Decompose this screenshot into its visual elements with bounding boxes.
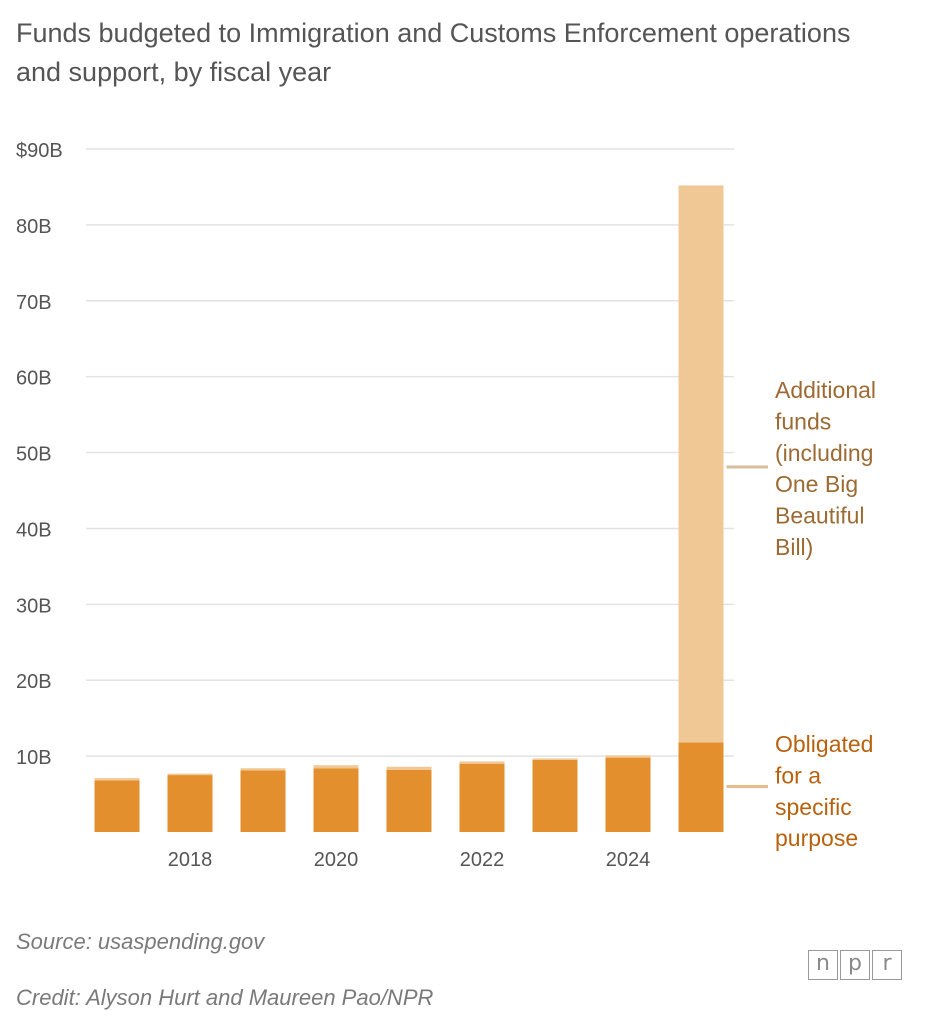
credit-note: Credit: Alyson Hurt and Maureen Pao/NPR <box>16 985 434 1010</box>
bar-obligated-2020 <box>313 768 359 832</box>
bar-obligated-2025 <box>678 742 724 832</box>
x-tick-label: 2024 <box>606 849 651 871</box>
bar-additional-2018 <box>167 773 213 776</box>
chart-area: 10B 20B 30B 40B 50B 60B 70B 80B $90B 2018 2020 202… <box>16 140 876 871</box>
y-tick-label: 60B <box>16 368 52 390</box>
annotation-line: specific <box>775 794 852 820</box>
x-axis-tick-labels: 2018 2020 2022 2024 <box>168 849 651 871</box>
npr-logo-letter-n: n <box>808 950 838 980</box>
bar-obligated-2021 <box>386 769 432 832</box>
bar-obligated-2017 <box>94 780 140 832</box>
bar-obligated-2018 <box>167 775 213 832</box>
npr-logo-letter-p: p <box>840 950 870 980</box>
gridlines <box>86 148 734 757</box>
bar-additional-2020 <box>313 765 359 769</box>
annotation-line: (including <box>775 440 873 466</box>
bar-additional-2022 <box>459 761 505 764</box>
series-annotation-label: Additional funds (including One Big Beautifu… <box>775 377 876 560</box>
bar-additional-2019 <box>240 768 286 771</box>
annotation-line: funds <box>775 408 831 434</box>
bar-additional-2023 <box>532 758 578 760</box>
bar-obligated-2024 <box>605 757 651 832</box>
y-axis-tick-labels: 10B 20B 30B 40B 50B 60B 70B 80B $90B <box>16 140 63 769</box>
bar-obligated-2023 <box>532 759 578 832</box>
x-tick-label: 2018 <box>168 849 213 871</box>
bars <box>94 185 724 832</box>
y-tick-label: $90B <box>16 140 63 162</box>
bar-obligated-2019 <box>240 770 286 832</box>
annotation-line: purpose <box>775 825 858 851</box>
bar-additional-2021 <box>386 766 432 770</box>
x-tick-label: 2022 <box>460 849 505 871</box>
npr-logo-icon: n p r <box>808 950 902 980</box>
series-annotations: Additional funds (including One Big Beautifu… <box>726 377 876 851</box>
annotation-line: One Big <box>775 471 858 497</box>
annotation-line: for a <box>775 762 821 788</box>
bar-additional-2017 <box>94 778 140 781</box>
annotation-line: Additional <box>775 377 876 403</box>
y-tick-label: 70B <box>16 292 52 314</box>
annotation-line: Obligated <box>775 731 873 757</box>
bar-obligated-2022 <box>459 763 505 832</box>
y-tick-label: 40B <box>16 519 52 541</box>
chart-title: Funds budgeted to Immigration and Custom… <box>16 18 851 87</box>
bar-additional-2025 <box>678 185 724 743</box>
source-note: Source: usaspending.gov <box>16 929 265 954</box>
annotation-line: Beautiful <box>775 503 865 529</box>
bar-additional-2024 <box>605 755 651 758</box>
x-tick-label: 2020 <box>314 849 359 871</box>
annotation-line: Bill) <box>775 534 813 560</box>
npr-logo-letter-r: r <box>872 950 902 980</box>
y-tick-label: 10B <box>16 747 52 769</box>
y-tick-label: 80B <box>16 216 52 238</box>
y-tick-label: 20B <box>16 671 52 693</box>
y-tick-label: 30B <box>16 595 52 617</box>
y-tick-label: 50B <box>16 444 52 466</box>
series-annotation-label: Obligated for a specific purpose <box>775 731 873 851</box>
